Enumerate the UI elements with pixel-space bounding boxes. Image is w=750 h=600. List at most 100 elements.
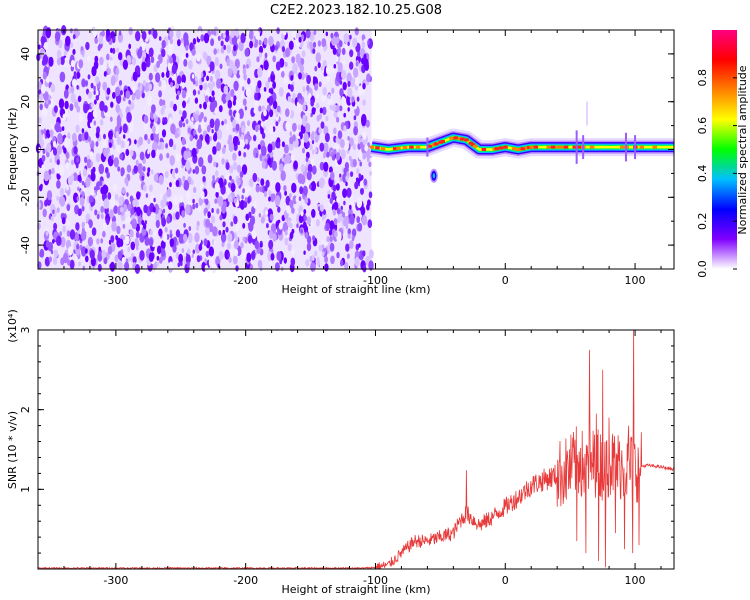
- noise-speck: [185, 160, 191, 171]
- noise-speck: [340, 259, 344, 267]
- noise-speck: [76, 243, 80, 250]
- noise-speck: [176, 75, 182, 85]
- noise-speck: [304, 196, 309, 205]
- noise-speck: [234, 58, 240, 69]
- noise-speck: [169, 182, 172, 188]
- noise-speck: [230, 89, 235, 97]
- noise-speck: [56, 144, 62, 155]
- noise-speck: [219, 214, 223, 221]
- noise-speck: [113, 157, 120, 168]
- noise-speck: [158, 90, 163, 98]
- noise-speck: [141, 61, 147, 72]
- noise-speck: [197, 90, 201, 95]
- noise-speck: [94, 99, 97, 105]
- noise-speck: [56, 159, 60, 166]
- noise-speck: [106, 87, 111, 95]
- x-tick-label: 0: [502, 574, 509, 587]
- noise-speck: [210, 215, 216, 224]
- noise-speck: [267, 77, 271, 83]
- noise-speck: [67, 175, 73, 186]
- noise-speck: [81, 78, 86, 88]
- noise-speck: [266, 223, 269, 229]
- noise-speck: [350, 171, 354, 178]
- noise-speck: [258, 105, 262, 112]
- noise-speck: [242, 236, 246, 242]
- noise-speck: [106, 171, 110, 179]
- noise-speck: [279, 163, 284, 173]
- noise-speck: [173, 103, 177, 112]
- noise-speck: [185, 204, 191, 215]
- noise-speck: [272, 100, 278, 110]
- noise-speck: [144, 133, 148, 141]
- noise-speck: [341, 211, 346, 218]
- noise-speck: [93, 85, 96, 91]
- noise-speck: [333, 127, 337, 135]
- noise-speck: [53, 257, 58, 265]
- noise-speck: [69, 259, 75, 270]
- noise-speck: [121, 186, 126, 195]
- noise-speck: [141, 30, 147, 41]
- noise-speck: [188, 226, 192, 231]
- noise-speck: [90, 122, 93, 128]
- noise-speck: [54, 31, 61, 42]
- noise-speck: [221, 93, 227, 104]
- noise-speck: [246, 120, 251, 127]
- noise-speck: [319, 107, 323, 114]
- noise-speck: [106, 147, 110, 154]
- noise-speck: [148, 72, 153, 81]
- noise-speck: [335, 104, 340, 113]
- noise-speck: [283, 144, 289, 154]
- noise-speck: [74, 101, 78, 109]
- noise-speck: [98, 35, 104, 45]
- noise-speck: [260, 178, 265, 186]
- noise-speck: [168, 138, 174, 148]
- noise-speck: [356, 168, 360, 175]
- snr-y-multiplier: (x10⁴): [6, 309, 19, 343]
- noise-speck: [313, 30, 317, 36]
- noise-speck: [316, 259, 321, 267]
- noise-speck: [58, 165, 65, 177]
- noise-speck: [77, 174, 82, 182]
- noise-speck: [243, 186, 249, 196]
- noise-speck: [302, 86, 306, 93]
- noise-speck: [204, 133, 210, 144]
- noise-speck: [161, 129, 167, 138]
- noise-speck: [48, 214, 52, 220]
- noise-speck: [164, 170, 169, 178]
- noise-speck: [367, 219, 373, 229]
- noise-speck: [152, 29, 158, 39]
- noise-speck: [225, 95, 229, 102]
- noise-speck: [305, 259, 310, 267]
- noise-speck: [336, 251, 340, 259]
- noise-speck: [150, 194, 156, 205]
- noise-speck: [366, 73, 371, 83]
- noise-speck: [322, 87, 328, 96]
- noise-speck: [63, 57, 70, 68]
- noise-speck: [137, 163, 143, 174]
- noise-speck: [191, 74, 195, 79]
- noise-speck: [292, 92, 296, 100]
- signal-peak: [380, 147, 386, 151]
- noise-speck: [117, 166, 121, 172]
- noise-speck: [314, 65, 318, 72]
- noise-speck: [232, 119, 237, 128]
- noise-speck: [361, 41, 366, 49]
- noise-speck: [305, 157, 309, 162]
- noise-speck: [215, 170, 219, 177]
- noise-speck: [107, 245, 113, 255]
- noise-speck: [230, 182, 236, 193]
- noise-speck: [78, 59, 84, 69]
- noise-speck: [364, 144, 369, 152]
- noise-speck: [369, 170, 372, 176]
- noise-speck: [108, 142, 112, 149]
- signal-peak: [550, 145, 556, 149]
- noise-speck: [196, 225, 200, 231]
- noise-speck: [235, 235, 239, 241]
- noise-speck: [66, 204, 71, 212]
- noise-speck: [315, 219, 320, 227]
- noise-speck: [158, 174, 164, 185]
- noise-speck: [87, 154, 90, 161]
- noise-speck: [112, 47, 116, 55]
- noise-speck: [205, 226, 210, 236]
- noise-speck: [196, 255, 201, 263]
